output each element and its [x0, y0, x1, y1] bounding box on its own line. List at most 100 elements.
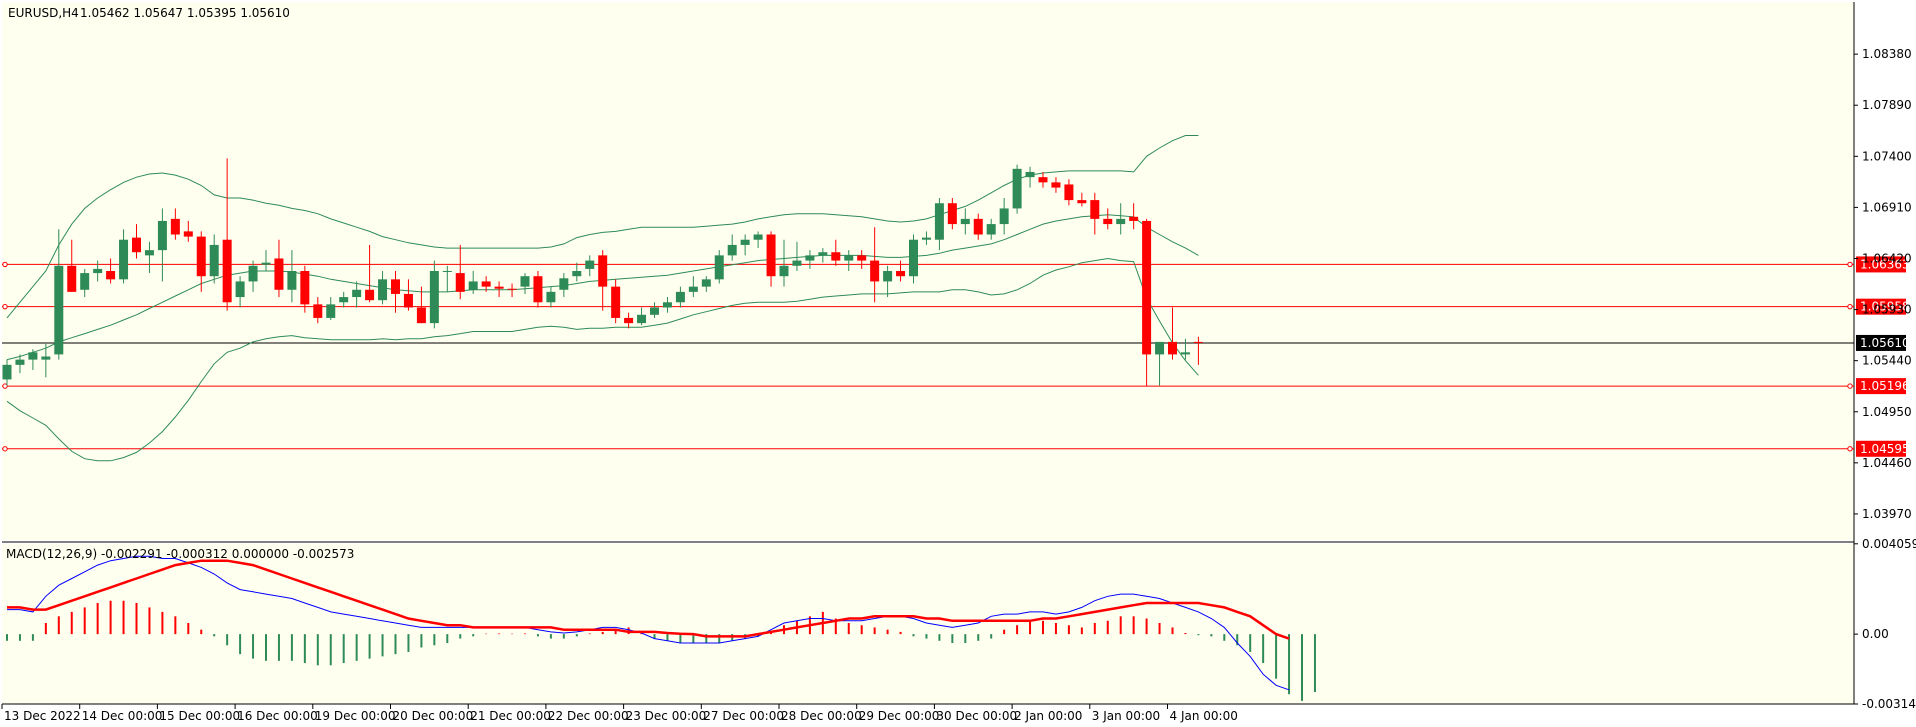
candle-bull [986, 224, 996, 235]
candle-bull [80, 273, 90, 290]
macd-y-tick-label: 0.004059 [1862, 537, 1916, 551]
candle-bull [662, 302, 672, 308]
current-price-tag-text: 1.05610 [1860, 336, 1910, 350]
level-handle-left [2, 261, 8, 268]
x-tick-label: 2 Jan 00:00 [1014, 709, 1082, 723]
candle-bull [818, 252, 828, 256]
candle-bull [287, 271, 297, 290]
y-tick-label: 1.06420 [1862, 251, 1912, 265]
candle-bear [1129, 216, 1139, 221]
level-handle-left [2, 446, 8, 452]
candle-bull [1155, 341, 1165, 355]
candle-bull [909, 239, 918, 277]
candle-bull [675, 291, 685, 303]
level-tag [1856, 298, 1906, 315]
candle-bull [119, 239, 129, 280]
candle-bear [1051, 182, 1061, 188]
candle-bear [455, 273, 465, 292]
candle-bull [209, 244, 219, 277]
candle-bull [546, 291, 556, 303]
candle-bear [170, 218, 180, 235]
candle-bear [1103, 218, 1113, 225]
macd-y-tick-label: -0.00314 [1862, 697, 1916, 711]
candle-bear [870, 260, 880, 282]
candle-bull [559, 278, 569, 290]
y-tick-label: 1.07400 [1862, 149, 1912, 163]
x-tick-label: 3 Jan 00:00 [1092, 709, 1160, 723]
candle-bull [378, 279, 388, 301]
candle-bull [688, 286, 698, 292]
candle-bull [585, 260, 595, 269]
y-tick-label: 1.05930 [1862, 303, 1912, 317]
candle-bear [973, 218, 983, 235]
candle-bear [183, 231, 193, 237]
ohlc-readout: 1.05462 1.05647 1.05395 1.05610 [80, 6, 290, 20]
candle-bull [15, 359, 25, 365]
level-handle-left [2, 303, 8, 310]
candle-bull [779, 265, 789, 277]
candle-bear [1038, 177, 1048, 183]
x-tick-label: 29 Dec 00:00 [859, 709, 940, 723]
level-tag-text: 1.04595 [1860, 442, 1910, 456]
candle-bear [132, 237, 141, 253]
candle-bear [391, 279, 400, 294]
candle-bear [416, 307, 426, 324]
x-tick-label: 13 Dec 2022 [4, 709, 81, 723]
signal-line [7, 559, 1290, 640]
level-handle-right [1847, 383, 1853, 389]
candle-bear [1193, 341, 1203, 343]
candle-bull [1180, 352, 1190, 355]
candle-bull [352, 289, 362, 298]
candle-bear [896, 271, 906, 277]
x-tick-label: 19 Dec 00:00 [315, 709, 396, 723]
candle-bull [93, 268, 103, 274]
candle-bull [792, 260, 802, 266]
level-tag [1856, 256, 1906, 273]
x-tick-label: 14 Dec 00:00 [82, 709, 163, 723]
x-tick-label: 28 Dec 00:00 [781, 709, 862, 723]
candle-bull [339, 297, 349, 303]
macd-y-tick-label: 0.00 [1862, 627, 1889, 641]
candle-bear [196, 236, 206, 277]
price-panel[interactable] [2, 2, 1854, 540]
candle-bull [326, 304, 336, 318]
level-tag-text: 1.05196 [1860, 379, 1910, 393]
candle-bull [883, 271, 893, 282]
macd-label: MACD(12,26,9) -0.002291 -0.000312 0.0000… [6, 547, 354, 561]
candle-bull [805, 255, 815, 261]
candle-bull [572, 271, 582, 277]
candle-bull [429, 271, 439, 324]
candle-bull [960, 218, 970, 225]
candle-bull [999, 208, 1009, 225]
candle-bull [1012, 168, 1022, 209]
level-tag-text: 1.05958 [1860, 300, 1910, 314]
candle-bull [1025, 171, 1035, 178]
candle-bull [921, 237, 931, 240]
candle-bear [313, 304, 323, 318]
level-tag [1856, 440, 1906, 457]
candle-bear [494, 286, 504, 289]
x-tick-label: 15 Dec 00:00 [159, 709, 240, 723]
y-tick-label: 1.03970 [1862, 507, 1912, 521]
candle-bear [481, 281, 491, 287]
y-tick-label: 1.05440 [1862, 354, 1912, 368]
y-tick-label: 1.06910 [1862, 200, 1912, 214]
candle-bear [106, 271, 116, 280]
candle-bull [2, 364, 12, 380]
candle-bull [1116, 218, 1126, 225]
macd-panel[interactable] [2, 544, 1854, 704]
candle-bear [403, 293, 413, 308]
candle-bull [844, 255, 854, 261]
candle-bear [766, 234, 776, 277]
x-tick-label: 4 Jan 00:00 [1170, 709, 1238, 723]
bollinger-lower [6, 257, 1199, 462]
x-tick-label: 27 Dec 00:00 [703, 709, 784, 723]
candle-bull [637, 314, 647, 324]
candle-bear [274, 258, 284, 290]
candle-bear [857, 255, 867, 261]
y-tick-label: 1.04950 [1862, 405, 1912, 419]
y-tick-label: 1.08380 [1862, 47, 1912, 61]
candle-bull [934, 203, 944, 240]
x-tick-label: 23 Dec 00:00 [626, 709, 707, 723]
